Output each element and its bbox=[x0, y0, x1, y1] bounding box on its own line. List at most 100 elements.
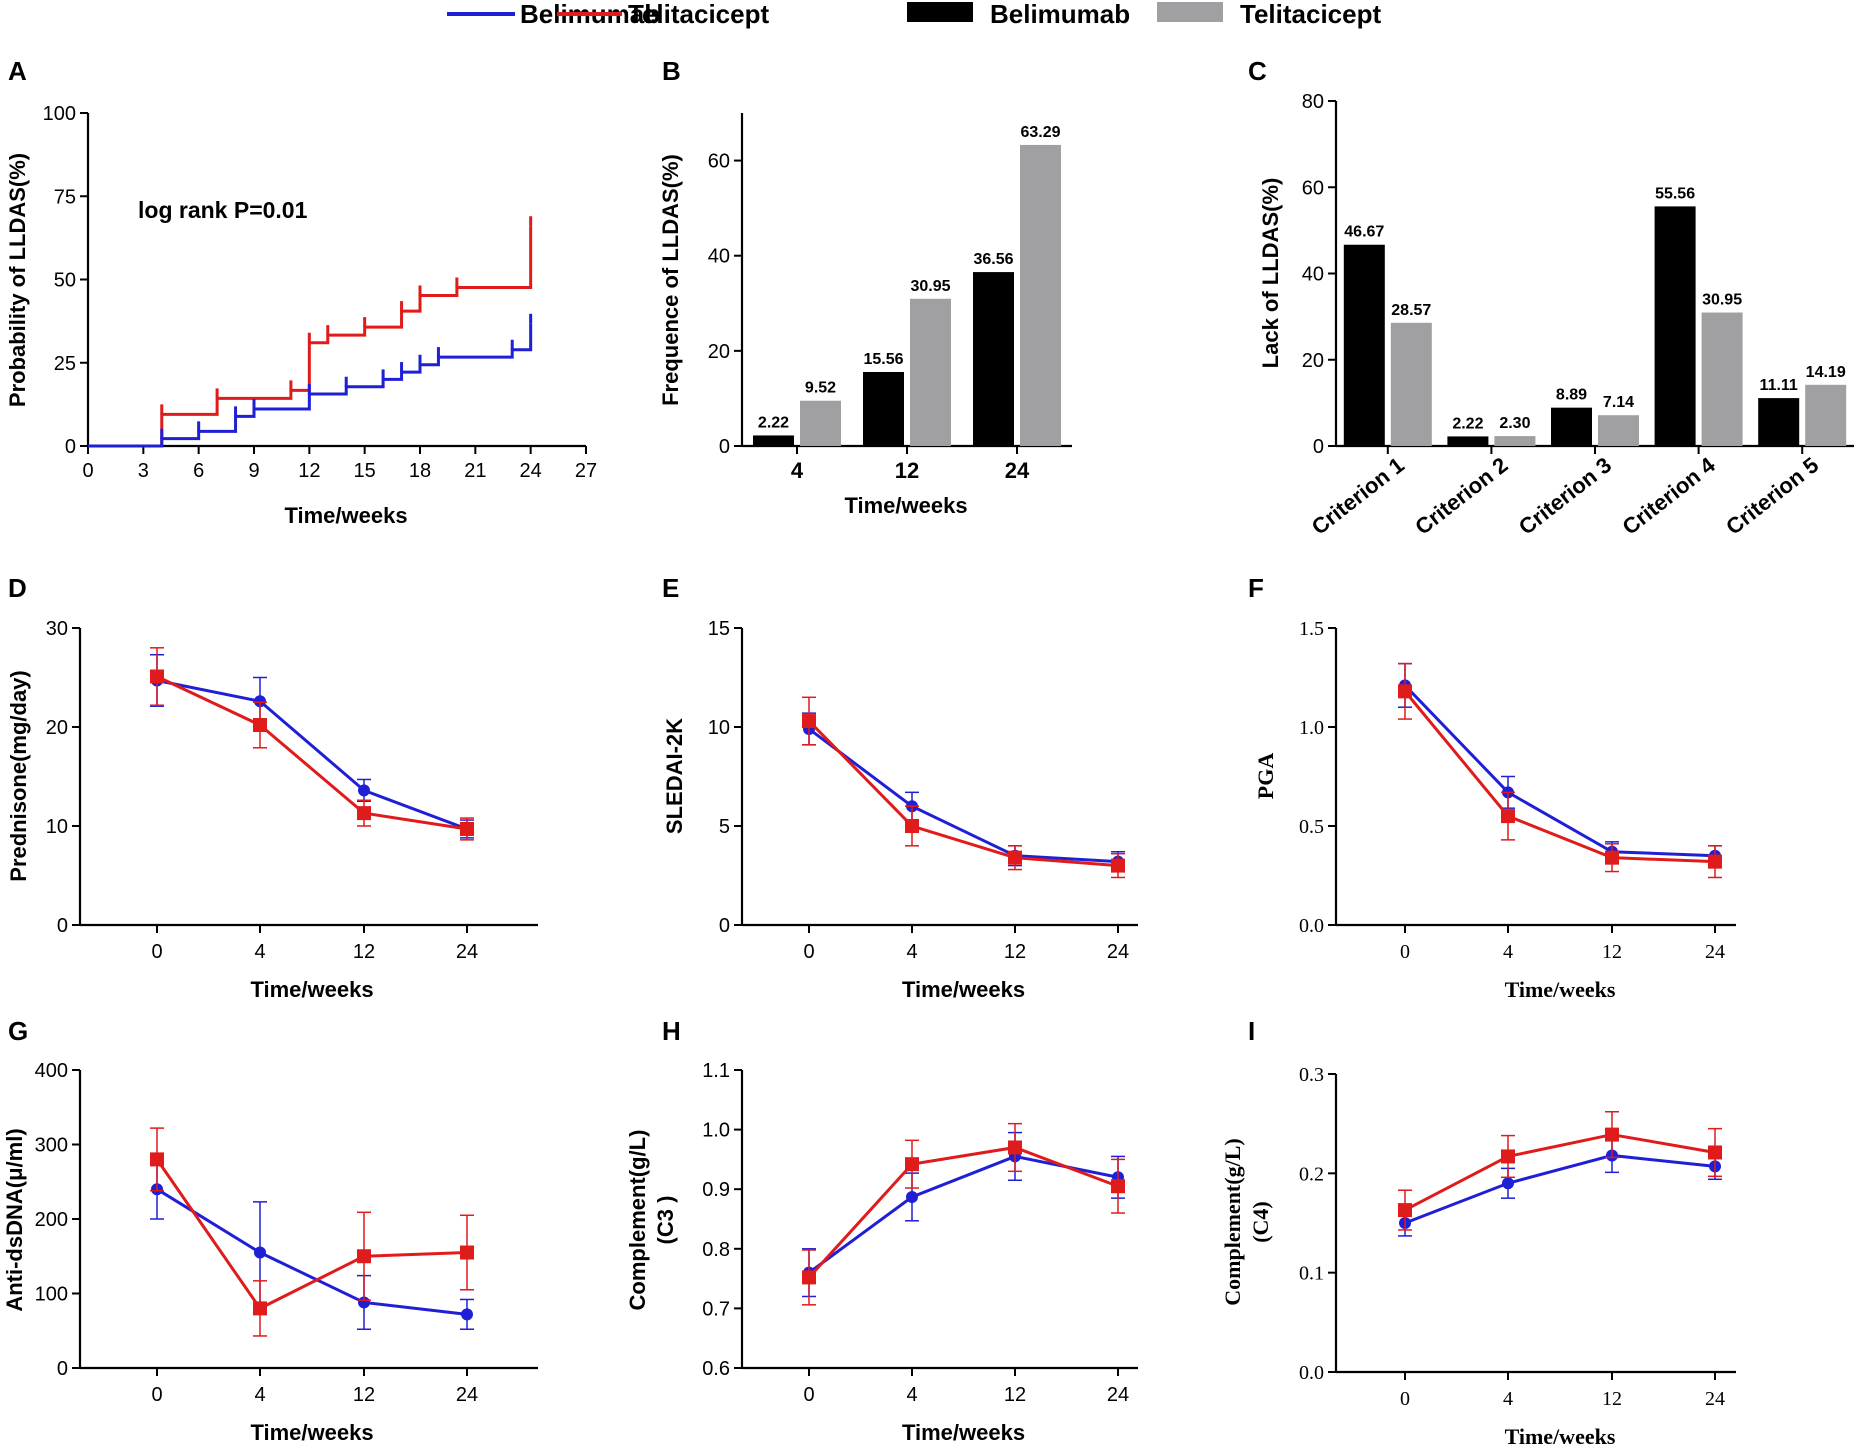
x-axis-label: Time/weeks bbox=[250, 1420, 373, 1444]
y-tick-label: 200 bbox=[35, 1209, 68, 1231]
axes: 0 3 6 9 12 15 18 21 24 27 0 25 50 75 100 Probability of… bbox=[5, 103, 597, 528]
y-tick-label: 0.3 bbox=[1299, 1064, 1324, 1086]
bar-belimumab bbox=[1551, 407, 1592, 446]
y-tick-label: 300 bbox=[35, 1135, 68, 1157]
x-tick-label: 12 bbox=[895, 458, 919, 483]
panel-h: 0.6 0.7 0.8 0.9 1.0 1.1 0 4 12 24 Time/weeks Comple… bbox=[625, 1060, 1138, 1445]
bar-belimumab bbox=[863, 371, 904, 446]
x-tick-label: 0 bbox=[1400, 941, 1410, 963]
series-belimumab bbox=[802, 712, 1125, 873]
bar-belimumab bbox=[1758, 398, 1800, 446]
y-tick-label: 20 bbox=[46, 717, 68, 739]
y-tick-label: 1.1 bbox=[702, 1060, 730, 1082]
x-tick-label: Criterion 1 bbox=[1307, 452, 1409, 539]
series-line bbox=[808, 727, 1119, 864]
y-tick-label: 0.5 bbox=[1299, 816, 1324, 838]
panel-a: 0 3 6 9 12 15 18 21 24 27 0 25 50 75 100 Probability of… bbox=[5, 103, 597, 528]
x-tick-label: 12 bbox=[298, 460, 320, 482]
data-point bbox=[1501, 1149, 1515, 1164]
y-tick-label: 0.9 bbox=[702, 1179, 730, 1201]
axes: 0 100 200 300 400 0 4 12 24 Time/weeks Anti-dsDNA(… bbox=[2, 1060, 538, 1445]
legend-label: Belimumab bbox=[990, 0, 1130, 29]
panel-b: 0 20 40 60 Frequence of LLDAS(%) Time/weeks 4 1… bbox=[658, 113, 1072, 518]
series-line bbox=[156, 678, 468, 831]
x-tick-label: 27 bbox=[575, 460, 597, 482]
legend-item: Telitacicept bbox=[557, 0, 769, 29]
panel-label: I bbox=[1248, 1016, 1255, 1046]
data-point bbox=[1502, 1177, 1514, 1190]
y-tick-label: 0.8 bbox=[702, 1239, 730, 1261]
x-tick-label: 12 bbox=[353, 1384, 375, 1406]
panel-label: B bbox=[662, 56, 681, 86]
x-tick-label: 24 bbox=[1107, 1384, 1129, 1406]
axes: 0.0 0.1 0.2 0.3 0 4 12 24 Time/weeks Complement(g… bbox=[1220, 1064, 1736, 1449]
data-point bbox=[358, 784, 370, 797]
y-tick-label: 1.5 bbox=[1299, 618, 1324, 640]
series-line bbox=[807, 1145, 1119, 1279]
data-point bbox=[254, 695, 266, 708]
data-point bbox=[254, 1246, 266, 1259]
data-point bbox=[802, 714, 816, 729]
x-tick-label: 24 bbox=[1005, 458, 1030, 483]
y-axis-label: Prednisone(mg/day) bbox=[6, 670, 31, 881]
x-tick-label: 0 bbox=[151, 941, 162, 963]
y-tick-label: 60 bbox=[708, 151, 730, 173]
y-tick-label: 0.1 bbox=[1299, 1263, 1324, 1285]
x-tick-label: 4 bbox=[906, 1384, 917, 1406]
x-tick-label: 24 bbox=[1107, 941, 1129, 963]
series-telitacicept bbox=[1398, 662, 1722, 879]
data-point bbox=[357, 1249, 371, 1264]
y-tick-label: 1.0 bbox=[1299, 717, 1324, 739]
y-tick-label: 5 bbox=[719, 816, 730, 838]
x-tick-label: 3 bbox=[138, 460, 149, 482]
y-tick-label: 50 bbox=[54, 270, 76, 292]
data-point bbox=[1111, 858, 1125, 873]
y-tick-label: 40 bbox=[1302, 264, 1324, 286]
panel-f: 0.0 0.5 1.0 1.5 0 4 12 24 Time/weeks PGA bbox=[1253, 618, 1736, 1002]
series-line bbox=[1404, 1133, 1716, 1212]
series-line bbox=[808, 1154, 1119, 1274]
x-tick-label: 24 bbox=[1705, 1388, 1725, 1410]
axes: 0 5 10 15 0 4 12 24 Time/weeks SLEDAI-2K bbox=[662, 618, 1138, 1002]
series-line bbox=[156, 1187, 468, 1316]
annotation-logrank: log rank P=0.01 bbox=[138, 197, 308, 223]
bar-telitacicept bbox=[910, 298, 951, 446]
x-axis-label: Time/weeks bbox=[1505, 1424, 1616, 1444]
x-axis-label: Time/weeks bbox=[1505, 977, 1616, 1002]
data-point bbox=[253, 1301, 267, 1316]
bar-belimumab bbox=[973, 272, 1014, 446]
x-tick-label: 15 bbox=[354, 460, 376, 482]
y-tick-label: 40 bbox=[708, 246, 730, 268]
y-tick-label: 0 bbox=[57, 915, 68, 937]
series-line bbox=[807, 720, 1119, 868]
y-tick-label: 0 bbox=[57, 1358, 68, 1380]
y-tick-label: 25 bbox=[54, 353, 76, 375]
bar-belimumab bbox=[1343, 244, 1385, 446]
bar-value-label: 2.30 bbox=[1499, 415, 1530, 432]
y-axis-label: Anti-dsDNA(μ/ml) bbox=[2, 1128, 27, 1311]
x-tick-label: 12 bbox=[1004, 941, 1026, 963]
bar-value-label: 8.89 bbox=[1556, 387, 1587, 404]
bar-value-label: 63.29 bbox=[1020, 124, 1060, 141]
x-tick-label: 4 bbox=[1503, 1388, 1513, 1410]
legend-label: Telitacicept bbox=[628, 0, 769, 29]
legend-bar-swatch bbox=[907, 2, 973, 22]
y-tick-label: 15 bbox=[708, 618, 730, 640]
y-tick-label: 10 bbox=[46, 816, 68, 838]
data-point bbox=[460, 821, 474, 836]
y-tick-label: 100 bbox=[43, 103, 76, 125]
y-tick-label: 80 bbox=[1302, 91, 1324, 113]
y-tick-label: 0.2 bbox=[1299, 1163, 1324, 1185]
y-axis-label: (C3 ) bbox=[653, 1196, 678, 1245]
panel-g: 0 100 200 300 400 0 4 12 24 Time/weeks Anti-dsDNA(… bbox=[2, 1060, 538, 1445]
bar-telitacicept bbox=[1020, 144, 1061, 447]
legend-label: Telitacicept bbox=[1240, 0, 1381, 29]
x-tick-label: 4 bbox=[1503, 941, 1513, 963]
x-tick-label: 24 bbox=[456, 1384, 478, 1406]
data-point bbox=[461, 1308, 473, 1321]
legend-item: Belimumab bbox=[907, 0, 1130, 29]
y-axis-label: (C4) bbox=[1248, 1201, 1273, 1243]
x-tick-label: 24 bbox=[1705, 941, 1725, 963]
